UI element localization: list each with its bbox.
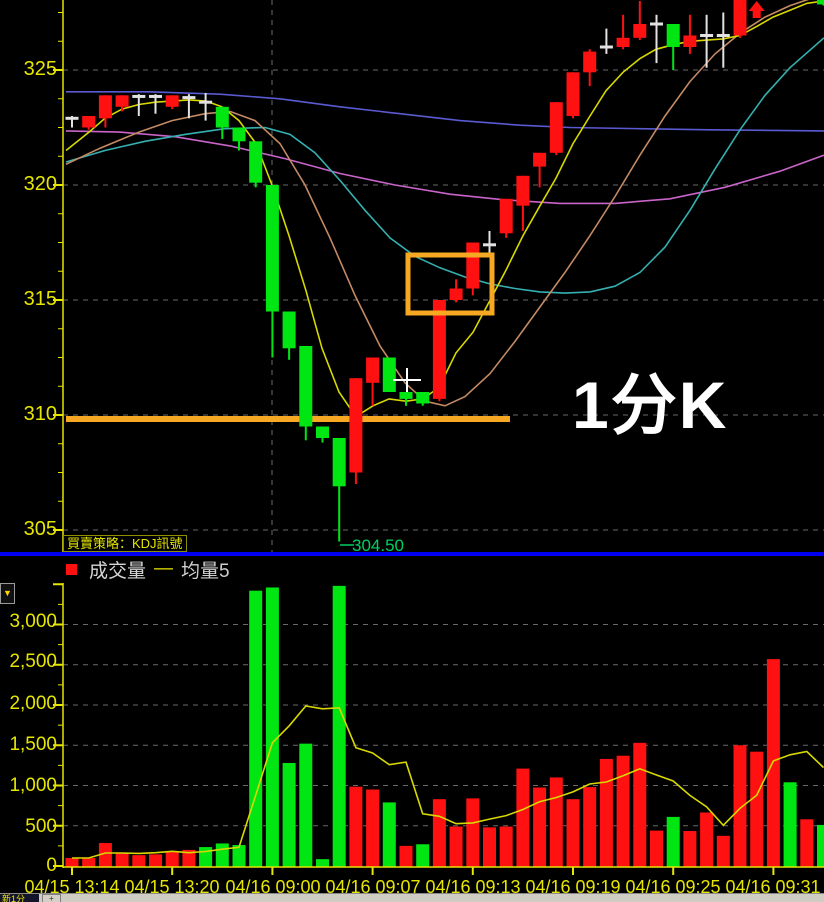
price-tick-315: 315 xyxy=(23,288,57,310)
highlight-box xyxy=(405,252,495,316)
volume-legend-label: 成交量 xyxy=(89,560,147,582)
support-line xyxy=(66,416,510,422)
price-tick-320: 320 xyxy=(23,173,57,195)
time-tick-1: 04/15 13:14 xyxy=(24,877,120,897)
volume-legend-swatch-icon xyxy=(66,563,77,575)
price-panel xyxy=(65,0,824,546)
bottom-toolbar: 新1分 + xyxy=(0,893,824,902)
volume-ma-legend-label: 均量5 xyxy=(181,560,230,582)
chart-tab[interactable]: 新1分 xyxy=(0,894,39,902)
buy-signal-arrow-icon xyxy=(748,1,765,18)
volume-legend: 成交量 — 均量5 xyxy=(64,558,230,582)
panel-separator xyxy=(0,552,824,556)
volume-tick-2500: 2,500 xyxy=(9,651,57,672)
volume-axis xyxy=(53,583,824,875)
volume-tick-1500: 1,500 xyxy=(9,734,57,755)
price-tick-310: 310 xyxy=(23,403,57,425)
volume-tick-0: 0 xyxy=(46,855,57,876)
chart-title-overlay: 1分K xyxy=(572,368,729,442)
price-tick-305: 305 xyxy=(23,518,57,540)
ma-line-violet xyxy=(65,130,824,205)
candles-layer xyxy=(65,0,824,542)
volume-ma5-line xyxy=(72,705,824,859)
legend-dash-icon: — xyxy=(154,558,174,579)
time-tick-6: 04/16 09:19 xyxy=(525,877,621,897)
price-axis xyxy=(53,0,64,552)
gridlines-layer xyxy=(63,0,824,827)
volume-tick-1000: 1,000 xyxy=(9,775,57,796)
time-tick-3: 04/16 09:00 xyxy=(225,877,321,897)
volume-tick-3000: 3,000 xyxy=(9,611,57,632)
time-tick-7: 04/16 09:25 xyxy=(625,877,721,897)
volume-bars-layer xyxy=(65,585,824,867)
time-tick-8: 04/16 09:31 xyxy=(725,877,821,897)
ma-line-blueviolet xyxy=(66,91,824,132)
price-tick-325: 325 xyxy=(23,58,57,80)
volume-tick-500: 500 xyxy=(25,816,57,837)
volume-tick-2000: 2,000 xyxy=(9,693,57,714)
time-tick-5: 04/16 09:13 xyxy=(425,877,521,897)
crosshair-cursor-icon xyxy=(393,368,421,392)
strategy-label: 買賣策略：KDJ訊號 xyxy=(63,535,187,552)
time-tick-4: 04/16 09:07 xyxy=(325,877,421,897)
panel-dropdown-button[interactable]: ▼ xyxy=(0,583,15,604)
low-price-label: 304.50 xyxy=(352,536,404,555)
time-tick-2: 04/15 13:20 xyxy=(124,877,220,897)
add-tab-button[interactable]: + xyxy=(42,894,61,902)
